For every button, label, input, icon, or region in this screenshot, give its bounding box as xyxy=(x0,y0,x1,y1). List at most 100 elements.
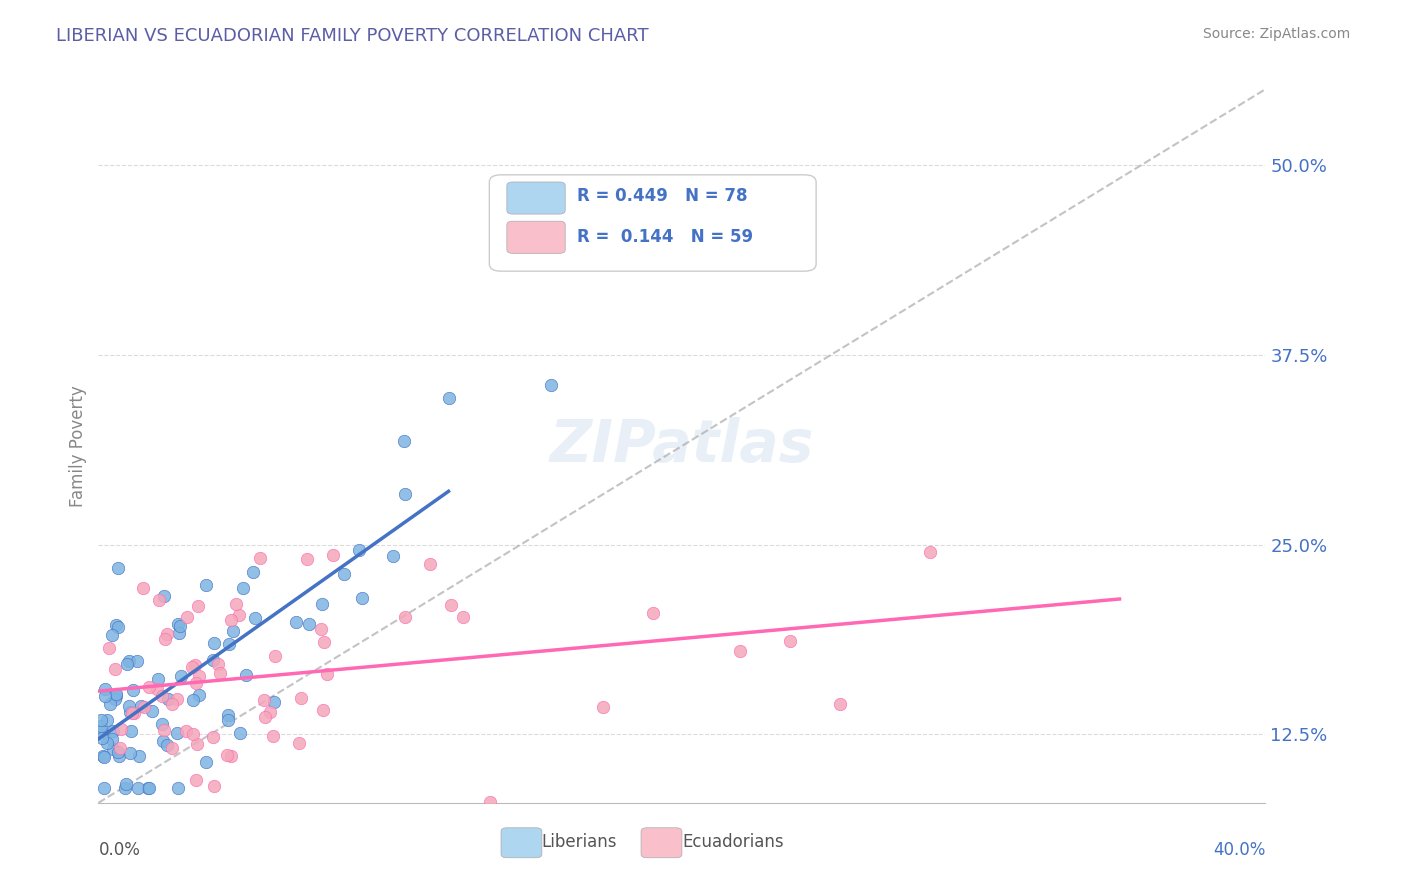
Point xyxy=(138,780,160,795)
Point xyxy=(152,590,174,604)
Y-axis label: Family Poverty: Family Poverty xyxy=(69,385,87,507)
Point xyxy=(382,549,405,563)
Text: R = 0.449   N = 78: R = 0.449 N = 78 xyxy=(576,187,748,205)
Point xyxy=(184,773,207,788)
Point xyxy=(592,700,614,714)
Point xyxy=(91,749,114,764)
Point xyxy=(136,780,159,795)
Point xyxy=(153,723,176,737)
Point xyxy=(253,692,276,706)
Point xyxy=(98,640,121,655)
Point xyxy=(128,749,150,764)
Point xyxy=(105,687,128,701)
Point xyxy=(316,667,339,681)
Point xyxy=(419,557,441,571)
Point xyxy=(290,690,312,705)
Point xyxy=(219,749,242,764)
Point xyxy=(138,680,160,694)
Point xyxy=(209,666,232,681)
Point xyxy=(253,709,276,723)
Point xyxy=(322,549,344,563)
Point xyxy=(194,755,217,769)
Text: Ecuadorians: Ecuadorians xyxy=(682,833,783,851)
Point xyxy=(201,652,224,666)
Point xyxy=(132,700,155,714)
Point xyxy=(312,634,335,648)
Point xyxy=(93,780,115,795)
Point xyxy=(104,662,127,676)
Point xyxy=(263,648,285,663)
Point xyxy=(96,736,118,750)
Point xyxy=(120,746,142,760)
Point xyxy=(160,741,183,756)
Point xyxy=(150,689,173,703)
Point xyxy=(394,487,416,501)
Text: LIBERIAN VS ECUADORIAN FAMILY POVERTY CORRELATION CHART: LIBERIAN VS ECUADORIAN FAMILY POVERTY CO… xyxy=(56,27,648,45)
Point xyxy=(148,593,170,607)
Point xyxy=(152,733,174,747)
Point xyxy=(207,657,229,671)
Point xyxy=(202,730,225,744)
Point xyxy=(103,742,125,756)
Point xyxy=(183,658,205,673)
Point xyxy=(146,681,169,696)
Point xyxy=(232,581,254,595)
Point xyxy=(830,697,852,711)
Point xyxy=(166,726,188,740)
Point xyxy=(156,627,179,641)
Point xyxy=(181,660,204,674)
Point xyxy=(170,669,193,683)
Point xyxy=(287,736,309,750)
Point xyxy=(184,675,207,690)
Point xyxy=(176,610,198,624)
Point xyxy=(166,692,188,706)
Point xyxy=(167,626,190,640)
Point xyxy=(127,780,149,795)
Point xyxy=(243,611,266,625)
Point xyxy=(131,698,153,713)
Point xyxy=(103,724,125,739)
Point xyxy=(333,567,356,582)
Point xyxy=(195,578,218,592)
Point xyxy=(347,543,370,558)
Text: 40.0%: 40.0% xyxy=(1213,841,1265,859)
Point xyxy=(311,597,333,611)
Point xyxy=(202,636,225,650)
FancyBboxPatch shape xyxy=(501,828,541,858)
Point xyxy=(187,599,209,613)
Point xyxy=(104,690,127,704)
Point xyxy=(96,713,118,727)
Point xyxy=(141,705,163,719)
Point xyxy=(110,722,132,736)
FancyBboxPatch shape xyxy=(508,221,565,253)
Text: 0.0%: 0.0% xyxy=(98,841,141,859)
Point xyxy=(105,617,128,632)
Point xyxy=(121,683,143,698)
Point xyxy=(94,681,117,696)
Point xyxy=(156,738,179,752)
Point xyxy=(918,545,941,559)
Point xyxy=(125,654,148,668)
Point xyxy=(229,726,252,740)
Point xyxy=(215,747,238,762)
Point xyxy=(104,692,127,706)
Point xyxy=(120,723,142,738)
Point xyxy=(107,561,129,575)
Point xyxy=(98,697,121,711)
Point xyxy=(114,780,136,795)
Point xyxy=(122,706,145,720)
Point xyxy=(297,617,319,632)
Point xyxy=(188,669,211,683)
Point xyxy=(107,620,129,634)
Point xyxy=(156,692,179,706)
Point xyxy=(188,688,211,702)
Point xyxy=(222,624,245,638)
Point xyxy=(94,689,117,703)
Point xyxy=(186,738,208,752)
Point xyxy=(228,608,250,623)
Point xyxy=(242,565,264,579)
Point xyxy=(394,610,416,624)
Point xyxy=(155,632,177,646)
Text: R =  0.144   N = 59: R = 0.144 N = 59 xyxy=(576,228,754,246)
Point xyxy=(262,729,284,743)
